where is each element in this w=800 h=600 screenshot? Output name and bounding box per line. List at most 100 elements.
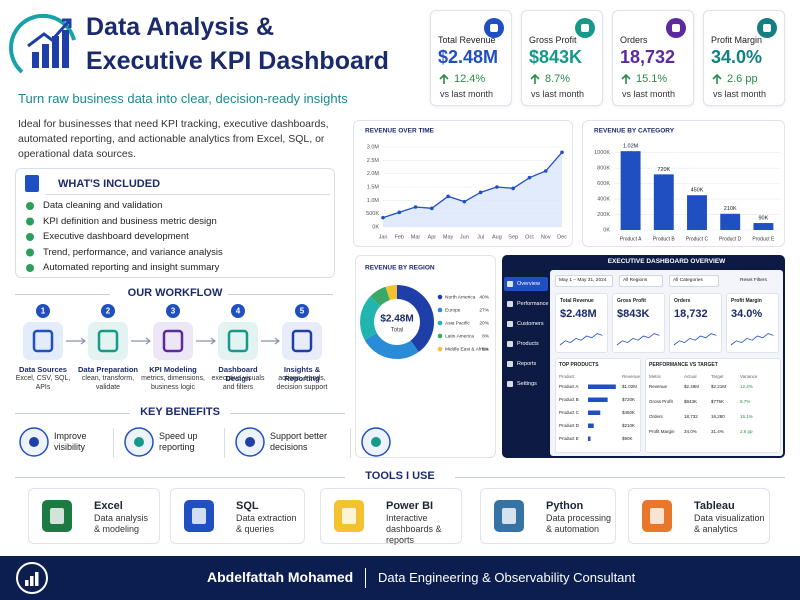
- logo-bar: [62, 30, 69, 68]
- mini-kpi-label: Gross Profit: [617, 298, 646, 304]
- kpi-change: 15.1%: [636, 73, 668, 85]
- table-title: TOP PRODUCTS: [559, 362, 599, 368]
- step-title: KPI Modeling: [149, 365, 197, 374]
- table-cell: $210K: [622, 423, 636, 428]
- section-title: OUR WORKFLOW: [127, 287, 223, 299]
- table-cell: 18,732: [684, 414, 698, 419]
- table-cell: 34.0%: [684, 429, 697, 434]
- tool-name: Tableau: [694, 500, 735, 512]
- filter: All Categories: [669, 275, 719, 287]
- divider: [350, 428, 351, 458]
- benefit-icon: [235, 427, 265, 457]
- kpi-label: Total Revenue: [438, 35, 496, 45]
- description: Ideal for businesses that need KPI track…: [18, 118, 329, 160]
- table-cell: $2.48M: [684, 384, 700, 389]
- table-cell: $2.21M: [711, 384, 727, 389]
- kpi-label: Profit Margin: [711, 35, 763, 45]
- benefit-icon: [19, 427, 49, 457]
- filter: All Regions: [619, 275, 663, 287]
- table-cell: $720K: [622, 397, 636, 402]
- step-icon: [97, 329, 119, 353]
- mini-kpi-value: 18,732: [674, 308, 708, 320]
- benefit-text: Improve visibility: [54, 431, 87, 452]
- tool-text: Interactive dashboards & reports: [386, 513, 442, 545]
- table-header: Target: [711, 374, 724, 379]
- step-arrow: [196, 337, 216, 345]
- nav-item: Performance: [517, 301, 549, 307]
- step-title: Data Sources: [19, 365, 67, 374]
- filter: May 1 – May 31, 2024: [555, 275, 613, 287]
- step-badge: [295, 304, 309, 318]
- table-cell: $775K: [711, 399, 725, 404]
- included-item: Automated reporting and insight summary: [43, 262, 220, 273]
- kpi-value: 34.0%: [711, 47, 763, 67]
- benefit-icon: [124, 427, 154, 457]
- footer: [0, 556, 800, 600]
- step-icon: [32, 329, 54, 353]
- table-cell: 12.4%: [740, 384, 753, 389]
- table-cell: Product A: [559, 384, 579, 389]
- table-cell: Revenue: [649, 384, 668, 389]
- logo-bar: [42, 44, 49, 68]
- mini-kpi-value: $843K: [617, 308, 650, 320]
- step-icon: [291, 329, 313, 353]
- benefit-glyph: [29, 437, 39, 447]
- divider: [224, 428, 225, 458]
- table-cell: $90K: [622, 436, 633, 441]
- table-header: Variance: [740, 374, 758, 379]
- title-line: Executive KPI Dashboard: [86, 47, 389, 75]
- included-title: WHAT'S INCLUDED: [58, 178, 161, 190]
- section-title: KEY BENEFITS: [140, 406, 220, 418]
- section-title: TOOLS I USE: [365, 470, 435, 482]
- step-icon-bg: [282, 322, 322, 360]
- step-icon-bg: [23, 322, 63, 360]
- logo-arrow: [27, 18, 72, 48]
- kpi-note: vs last month: [440, 89, 494, 99]
- step-icon-bg: [153, 322, 193, 360]
- step-title: Insights & Reporting: [283, 365, 321, 383]
- chart-card: [353, 120, 573, 247]
- benefit-glyph: [245, 437, 255, 447]
- step-icon: [227, 329, 249, 353]
- included-box: [15, 168, 335, 278]
- kpi-value: $2.48M: [438, 47, 499, 67]
- footer-name: Abdelfattah Mohamed: [207, 569, 354, 585]
- tool-name: Excel: [94, 500, 123, 512]
- dashboard-title: EXECUTIVE DASHBOARD OVERVIEW: [607, 258, 726, 265]
- kpi-change: 8.7%: [545, 73, 571, 85]
- table-cell: Product B: [559, 397, 579, 402]
- kpi-value: 18,732: [620, 47, 676, 67]
- divider: [228, 294, 333, 295]
- footer-role: Data Engineering & Observability Consult…: [378, 570, 636, 585]
- tool-name: Python: [546, 500, 584, 512]
- table-header: Product: [559, 374, 575, 379]
- included-item: Executive dashboard development: [43, 231, 189, 242]
- kpi-label: Orders: [620, 35, 648, 45]
- kpi-note: vs last month: [622, 89, 676, 99]
- table-header: Revenue: [622, 374, 641, 379]
- included-item: KPI definition and business metric desig…: [43, 215, 217, 227]
- table-cell: Product C: [559, 410, 580, 415]
- step-text: actions, trends, decision support: [276, 375, 328, 391]
- included-item: Trend, performance, and variance analysi…: [43, 246, 223, 258]
- table-header: Actual: [684, 374, 697, 379]
- kpi-change: 2.6 pp: [727, 73, 758, 85]
- step-badge: [166, 304, 180, 318]
- table-cell: 2.6 pp: [740, 429, 753, 434]
- table-cell: 16,280: [711, 414, 725, 419]
- table-cell: 15.1%: [740, 414, 753, 419]
- step-arrow: [261, 337, 280, 345]
- divider: [230, 413, 345, 414]
- step-title: Data Preparation: [77, 365, 139, 374]
- mini-kpi-value: 34.0%: [731, 308, 763, 320]
- divider: [15, 413, 130, 414]
- chart-card: [355, 255, 496, 458]
- nav-item: Overview: [504, 277, 548, 291]
- tool-text: Data processing & automation: [546, 513, 612, 534]
- divider: [45, 194, 330, 195]
- table-cell: Product D: [559, 423, 580, 428]
- nav-item: Customers: [517, 321, 544, 327]
- divider: [113, 428, 114, 458]
- nav-item: Products: [517, 341, 539, 347]
